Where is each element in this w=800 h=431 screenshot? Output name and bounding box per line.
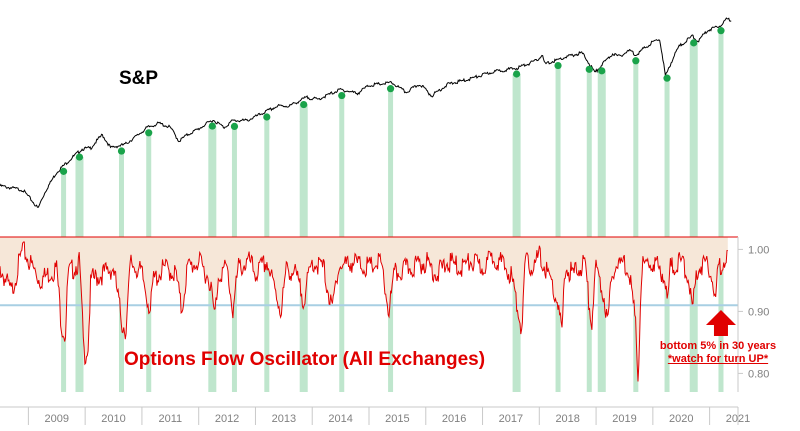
signal-dot [117,147,126,155]
signal-dot [386,85,395,93]
y-axis: 1.00 0.90 0.80 [737,237,769,392]
x-axis: 2009 2010 2011 2012 2013 2014 2015 2016 2017 2018… [0,406,750,425]
x-tick-label: 2019 [612,413,636,425]
turn-up-arrow [705,310,736,336]
arrow-shape [705,310,736,336]
x-tick-label: 2011 [158,413,182,425]
signal-dot [513,70,521,78]
signal-dot [208,122,216,130]
y-tick-label: 1.00 [748,244,769,256]
annotation-note: bottom 5% in 30 years *watch for turn UP… [648,340,788,366]
signal-dot [663,74,671,82]
x-tick-label: 2014 [328,413,352,425]
signal-band [512,73,521,392]
x-tick-label: 2013 [272,413,296,425]
signal-band [586,69,592,393]
sp-line [0,17,732,208]
signal-band [664,78,670,392]
annotation-line1: bottom 5% in 30 years [659,340,777,352]
signal-band [597,70,606,393]
signal-dot [554,61,562,70]
signal-band [633,60,639,392]
signal-band [689,42,698,393]
signal-dot [263,113,271,121]
signal-dot [230,122,239,130]
y-tick-label: 0.80 [748,368,769,380]
signal-dot [338,91,346,100]
y-tick-label: 0.90 [748,306,769,318]
x-tick-label: 2017 [499,413,523,425]
signal-band [555,65,561,392]
signal-dot [585,65,593,73]
x-tick-label: 2020 [669,413,693,425]
x-tick-label: 2015 [385,413,409,425]
oscillator-title: Options Flow Oscillator (All Exchanges) [124,349,486,370]
x-tick-label: 2010 [101,413,125,425]
annotation-line2: *watch for turn UP* [667,353,769,365]
signal-band [75,157,84,392]
signal-dot [59,167,68,175]
sp-label: S&P [119,68,159,89]
signal-dot [75,153,84,161]
x-tick-label: 2012 [215,413,239,425]
signal-dot [717,27,725,35]
signal-bands [61,30,724,393]
signal-dots [59,27,725,175]
signal-dot [300,100,308,109]
signal-dot [145,129,153,137]
signal-dot [690,39,698,47]
signal-dot [598,67,606,75]
x-tick-label: 2009 [45,413,69,425]
signal-band [718,30,724,392]
x-tick-label: 2018 [555,413,579,425]
x-tick-label: 2016 [442,413,466,425]
oscillator-line [0,241,728,382]
signal-dot [632,57,640,65]
